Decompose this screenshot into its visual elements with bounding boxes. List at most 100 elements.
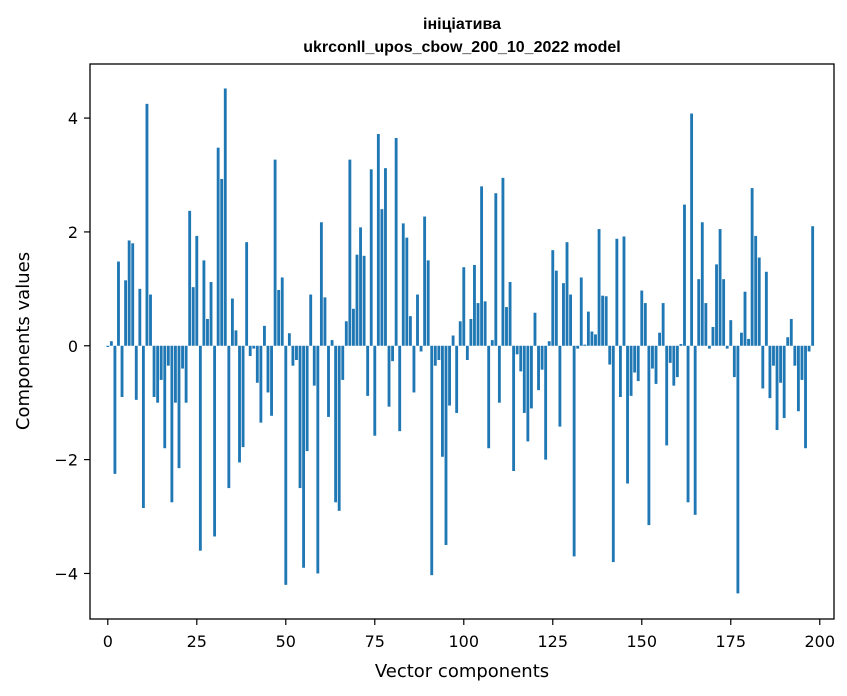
bar [398,345,402,432]
bars-group [106,88,815,594]
bar [811,226,815,346]
bar [800,345,804,380]
bar [455,345,459,413]
bar [259,345,263,423]
bar [775,345,779,431]
bar [419,345,423,352]
bar [508,282,512,346]
bar [348,159,352,346]
bar [611,345,615,563]
bar [302,345,306,568]
bar [238,345,241,463]
bar [423,216,427,346]
bar [334,345,338,503]
bar [647,345,651,526]
bar [131,243,135,346]
bar [248,345,252,357]
bar [772,345,775,366]
bar [362,255,366,346]
bar [693,345,697,515]
bar [391,345,395,362]
bar [408,316,412,346]
bar [330,340,334,346]
y-tick-label: −2 [54,451,78,470]
bar [177,345,181,469]
bar [707,345,711,349]
bar [672,345,676,386]
bar [544,345,548,460]
bar [316,345,320,574]
bar [159,345,163,380]
bar [277,289,281,346]
bar [622,236,626,346]
bar [195,235,199,346]
bar [679,344,683,346]
bar [270,345,273,416]
bar [547,341,551,346]
bar [643,303,647,346]
bar [736,345,740,594]
bar [626,345,629,484]
bar [690,113,694,346]
bar [686,345,690,503]
bar [223,88,227,346]
bar [181,345,184,369]
bar [170,345,174,503]
bar [483,301,487,346]
bar [352,308,355,346]
bar [537,345,540,391]
bar [740,332,743,346]
bar [494,193,498,346]
bar [683,204,686,346]
bar [312,345,316,386]
bar [654,345,658,384]
bar [263,325,266,346]
bar [747,338,750,346]
bar [757,257,761,346]
bar [722,279,726,346]
bar [597,229,601,346]
bar [715,264,718,346]
y-axis-ticks: −4 −2 0 2 4 [54,109,90,583]
bar [604,296,608,346]
chart-title: ініціатива [423,16,501,33]
chart-subtitle: ukrconll_upos_cbow_200_10_2022 model [303,39,620,56]
bar [213,345,217,537]
bar [451,335,455,346]
bar [166,345,170,366]
bar [341,345,345,380]
bar [234,330,238,346]
bar [298,345,302,489]
bar [629,345,633,396]
bar [583,344,587,346]
bar [412,345,416,393]
bar [124,280,128,346]
bar [804,345,807,449]
bar [245,242,249,346]
bar [252,345,256,349]
x-tick-label: 50 [276,632,296,651]
bar [764,271,768,346]
bar [675,345,679,378]
bar [473,264,476,346]
bar [149,294,152,346]
bar [761,345,765,389]
x-tick-label: 75 [365,632,385,651]
bar [305,345,309,452]
bar [327,345,330,417]
bar [779,345,783,383]
x-axis-ticks: 0 25 50 75 100 125 150 175 200 [103,619,835,651]
bar [651,345,654,369]
bar [106,345,110,347]
bar [323,297,327,346]
bar [387,345,391,407]
bar [280,277,284,346]
x-axis-label: Vector components [375,661,549,682]
bar [273,159,277,346]
bar [793,345,797,366]
bar [184,345,188,403]
bar [665,345,669,446]
bar [206,319,209,346]
bar [448,345,451,406]
y-tick-label: 0 [68,337,78,356]
